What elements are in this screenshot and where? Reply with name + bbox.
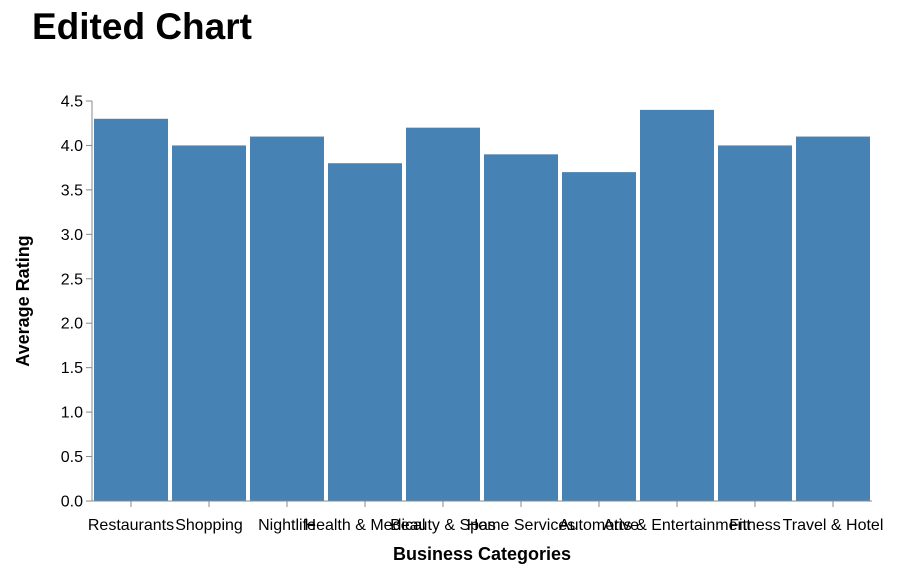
bar [718,145,792,501]
bar [640,109,714,501]
x-tick-label: Shopping [175,517,243,534]
y-tick-label: 0.0 [61,494,83,511]
bars [94,109,870,502]
y-tick-label: 3.5 [61,182,83,199]
bar [328,163,402,501]
y-tick-label: 2.5 [61,271,83,288]
y-tick-label: 4.0 [61,138,83,155]
y-tick-label: 3.0 [61,227,83,244]
x-tick-label: Restaurants [88,517,174,534]
y-tick-label: 2.0 [61,316,83,333]
bar [484,154,558,502]
bar [562,172,636,501]
x-tick-label: Travel & Hotel [783,517,884,534]
chart-title: Edited Chart [32,6,252,47]
x-tick-label: Health & Medical [305,517,426,534]
x-tick-label: Home Services [467,517,575,534]
bar [250,136,324,502]
y-tick-label: 1.5 [61,360,83,377]
bar [172,145,246,501]
x-tick-label: Nightlife [258,517,316,534]
x-tick-label: Arts & Entertainment [603,517,751,534]
bar [94,118,168,502]
y-tick-label: 4.5 [61,94,83,111]
bar [406,127,480,502]
x-tick-label: Automotive [559,517,639,534]
y-tick-label: 0.5 [61,449,83,466]
y-axis: 0.0 0.5 1.0 1.5 2.0 2.5 3.0 3.5 4.0 4.5 [61,94,93,511]
y-tick-label: 1.0 [61,405,83,422]
x-tick-label: Beauty & Spas [390,517,496,534]
y-axis-title: Average Rating [13,235,33,366]
bar [796,136,870,502]
x-axis-title: Business Categories [393,544,571,564]
x-tick-label: Fitness [729,517,781,534]
